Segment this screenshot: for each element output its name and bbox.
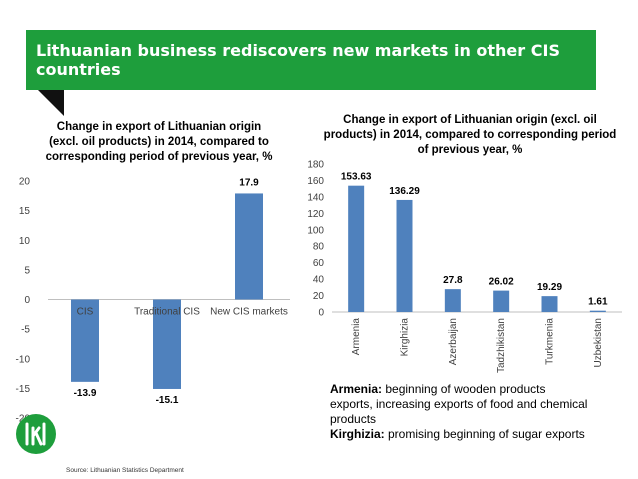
right-y-tick-label: 60 <box>313 258 325 269</box>
armenia-note-label: Armenia: <box>330 382 383 396</box>
banner-tail-decoration <box>38 90 64 116</box>
logo-icon <box>16 414 56 454</box>
kirghizia-note: Kirghizia: promising beginning of sugar … <box>330 427 590 442</box>
right-data-label: 1.61 <box>588 297 608 308</box>
left-y-tick-label: 0 <box>24 295 30 306</box>
right-data-label: 153.63 <box>341 172 372 183</box>
left-data-label: -15.1 <box>156 395 179 406</box>
banner-title: Lithuanian business rediscovers new mark… <box>26 30 596 90</box>
left-y-tick-label: -15 <box>16 384 31 395</box>
right-data-label: 136.29 <box>389 186 420 197</box>
left-category-label: CIS <box>77 307 94 318</box>
right-data-label: 27.8 <box>443 275 463 286</box>
right-y-tick-label: 20 <box>313 291 325 302</box>
left-bar-3 <box>235 193 263 300</box>
source-note: Source: Lithuanian Statistics Department <box>66 467 184 474</box>
right-y-tick-label: 160 <box>307 176 324 187</box>
left-category-label: New CIS markets <box>210 307 288 318</box>
left-data-label: 17.9 <box>239 177 259 188</box>
left-y-tick-label: 10 <box>19 236 31 247</box>
left-category-label: Traditional CIS <box>134 307 200 318</box>
right-category-label: Uzbekistan <box>593 318 604 367</box>
left-y-tick-label: 5 <box>24 265 30 276</box>
left-y-tick-label: -10 <box>16 354 31 365</box>
right-bar-1 <box>348 185 365 312</box>
armenia-note-text: beginning of wooden products exports, in… <box>330 382 588 426</box>
left-y-tick-label: 15 <box>19 206 31 217</box>
notes-box: Armenia: beginning of wooden products ex… <box>330 382 590 442</box>
right-y-tick-label: 180 <box>307 160 324 171</box>
armenia-note: Armenia: beginning of wooden products ex… <box>330 382 590 427</box>
kirghizia-note-text: promising beginning of sugar exports <box>384 427 585 441</box>
right-category-label: Turkmenia <box>545 318 556 365</box>
right-category-label: Armenia <box>351 318 362 356</box>
left-bar-1 <box>71 299 99 382</box>
right-bar-3 <box>444 289 461 312</box>
right-data-label: 26.02 <box>489 277 514 288</box>
kirghizia-note-label: Kirghizia: <box>330 427 385 441</box>
right-y-tick-label: 100 <box>307 225 324 236</box>
right-bar-5 <box>541 296 558 312</box>
left-data-label: -13.9 <box>74 388 97 399</box>
left-y-tick-label: -5 <box>21 325 30 336</box>
right-y-tick-label: 80 <box>313 242 325 253</box>
right-bar-2 <box>396 199 413 312</box>
left-bar-2 <box>153 299 181 389</box>
right-category-label: Azerbaijan <box>448 318 459 365</box>
right-y-tick-label: 120 <box>307 209 324 220</box>
right-category-label: Tadzhikistan <box>496 318 507 373</box>
right-chart-title: Change in export of Lithuanian origin (e… <box>323 114 617 156</box>
right-category-label: Kirghizia <box>400 318 411 357</box>
right-y-tick-label: 140 <box>307 192 324 203</box>
right-data-label: 19.29 <box>537 282 562 293</box>
left-y-tick-label: 20 <box>19 177 31 188</box>
right-bar-4 <box>493 290 510 312</box>
right-bar-6 <box>589 310 606 312</box>
right-y-tick-label: 40 <box>313 275 325 286</box>
right-y-tick-label: 0 <box>318 308 324 319</box>
left-chart-title: Change in export of Lithuanian origin (e… <box>45 121 273 163</box>
